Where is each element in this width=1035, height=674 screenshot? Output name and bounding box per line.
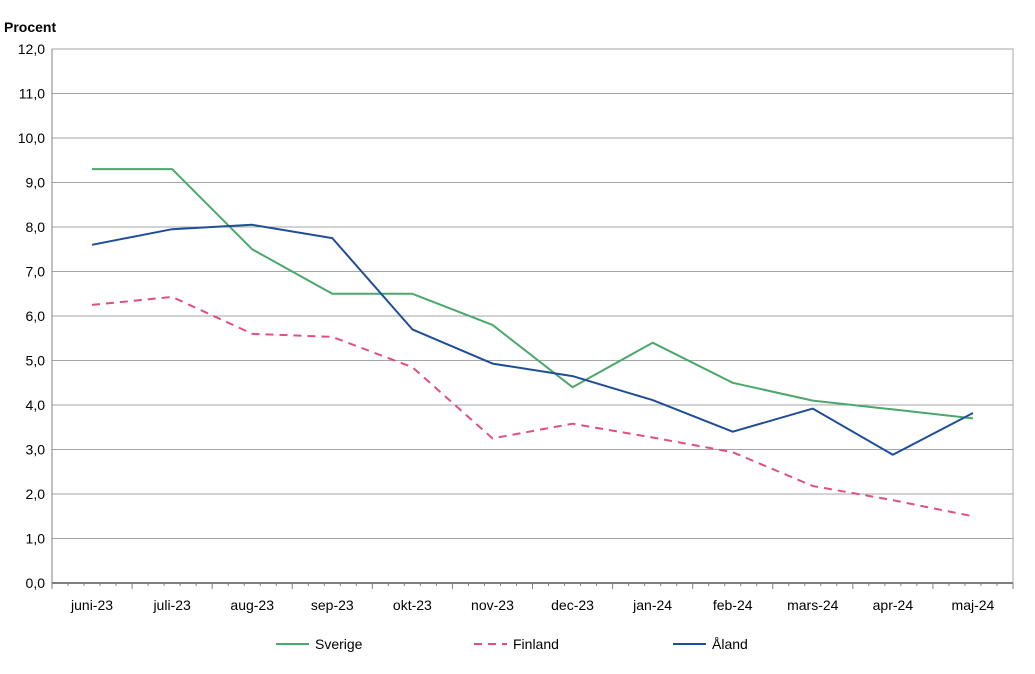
series-lines bbox=[91, 168, 974, 518]
y-tick-label: 11,0 bbox=[19, 86, 45, 102]
grid-lines bbox=[52, 48, 1013, 539]
x-tick-label: jan-24 bbox=[632, 597, 672, 613]
y-tick-label: 2,0 bbox=[26, 486, 46, 502]
y-tick-label: 12,0 bbox=[18, 41, 45, 57]
x-tick-label: aug-23 bbox=[230, 597, 274, 613]
series-line-finland bbox=[91, 295, 974, 518]
y-tick-label: 9,0 bbox=[26, 175, 46, 191]
y-tick-label: 7,0 bbox=[26, 264, 46, 280]
x-tick-label: sep-23 bbox=[311, 597, 354, 613]
x-tick-label: okt-23 bbox=[393, 597, 432, 613]
x-tick-label: apr-24 bbox=[873, 597, 914, 613]
y-tick-label: 6,0 bbox=[26, 308, 46, 324]
y-tick-label: 5,0 bbox=[26, 353, 46, 369]
x-axis bbox=[51, 48, 1014, 589]
x-tick-label: juli-23 bbox=[152, 597, 191, 613]
legend-label: Åland bbox=[712, 636, 748, 652]
y-tick-label: 0,0 bbox=[26, 575, 46, 591]
y-tick-label: 1,0 bbox=[26, 531, 46, 547]
y-tick-label: 3,0 bbox=[26, 442, 46, 458]
series-line-sverige bbox=[92, 168, 974, 420]
x-tick-label: juni-23 bbox=[70, 597, 113, 613]
y-axis-label: Procent bbox=[4, 19, 56, 35]
x-tick-label: feb-24 bbox=[713, 597, 753, 613]
y-tick-label: 4,0 bbox=[26, 397, 46, 413]
series-line--land bbox=[91, 223, 974, 456]
legend-label: Sverige bbox=[315, 636, 363, 652]
x-tick-label: mars-24 bbox=[787, 597, 839, 613]
x-tick-label: maj-24 bbox=[952, 597, 995, 613]
y-tick-label: 10,0 bbox=[18, 130, 45, 146]
x-tick-label: nov-23 bbox=[471, 597, 514, 613]
x-tick-label: dec-23 bbox=[551, 597, 594, 613]
y-axis-ticks: 0,0 1,0 2,0 3,0 4,0 5,0 6,0 7,0 8,0 9,0 10,0 11,0 12… bbox=[18, 41, 45, 591]
legend: Sverige Finland Åland bbox=[276, 636, 748, 652]
legend-label: Finland bbox=[513, 636, 559, 652]
x-axis-ticks: juni-23 juli-23 aug-23 sep-23 okt-23 nov-23 de… bbox=[70, 597, 995, 613]
y-tick-label: 8,0 bbox=[26, 219, 46, 235]
